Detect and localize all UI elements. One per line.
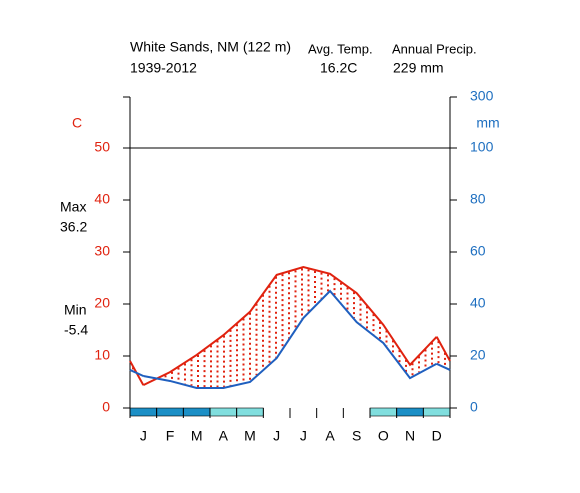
chart-subtitle: 1939-2012: [130, 60, 197, 76]
x-tick-label: M: [244, 428, 256, 444]
x-tick-label: A: [219, 428, 229, 444]
y2-tick-label: 0: [470, 399, 478, 415]
y2-tick-label: 300: [470, 88, 494, 104]
frost-cell: [369, 407, 397, 417]
y2-tick-label: 20: [470, 347, 486, 363]
y-tick-label: 40: [94, 191, 110, 207]
chart-title: White Sands, NM (122 m): [130, 39, 291, 55]
frost-cell: [183, 407, 211, 417]
precip-label: Annual Precip.: [392, 41, 477, 56]
frost-cell: [236, 407, 264, 417]
line-edge: [129, 369, 144, 377]
x-tick-label: J: [140, 428, 147, 444]
y-tick-label: 20: [94, 295, 110, 311]
x-tick-label: F: [166, 428, 175, 444]
frost-cell: [209, 407, 237, 417]
precipitation-line: [143, 289, 438, 389]
x-tick-label: J: [300, 428, 307, 444]
x-tick-label: D: [432, 428, 442, 444]
x-tick-label: N: [405, 428, 415, 444]
y2-tick-label: 40: [470, 295, 486, 311]
y2-tick-label: 80: [470, 191, 486, 207]
y-tick-label: 50: [94, 139, 110, 155]
y-tick-label: 30: [94, 243, 110, 259]
x-tick-label: A: [325, 428, 335, 444]
min-label: Min: [64, 302, 87, 318]
avg-temp: 16.2C: [320, 60, 357, 76]
line-edge: [436, 362, 451, 371]
x-tick-label: O: [378, 428, 389, 444]
max-value: 36.2: [60, 219, 87, 235]
avg-temp-label: Avg. Temp.: [308, 41, 373, 56]
line-edge: [435, 336, 451, 362]
y-tick-label: 0: [102, 399, 110, 415]
x-tick-label: S: [352, 428, 361, 444]
y2-tick-label: 100: [470, 139, 494, 155]
frost-cell: [129, 407, 157, 417]
frost-cell: [423, 407, 451, 417]
precip: 229 mm: [393, 60, 444, 76]
y-tick-label: 10: [94, 347, 110, 363]
x-tick-label: M: [191, 428, 203, 444]
temperature-line: [142, 266, 438, 387]
min-value: -5.4: [64, 322, 88, 338]
frost-cell: [156, 407, 184, 417]
y2-tick-label: 60: [470, 243, 486, 259]
frost-cell: [396, 407, 424, 417]
y-axis-label: C: [72, 115, 82, 131]
y2-axis-label: mm: [476, 115, 499, 131]
x-tick-label: J: [273, 428, 280, 444]
max-label: Max: [60, 199, 86, 215]
